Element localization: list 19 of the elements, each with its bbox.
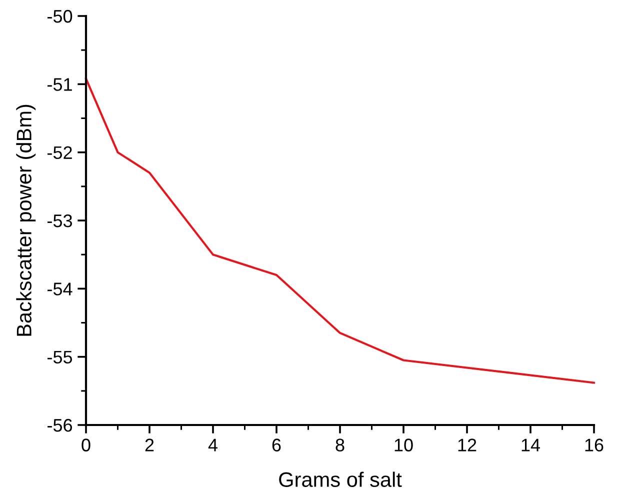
y-tick-label: -54 [48,282,72,296]
x-tick-label: 12 [458,438,476,452]
y-tick-label: -52 [48,146,72,160]
y-tick-label: -51 [48,78,72,91]
x-tick-label: 2 [145,438,154,452]
x-tick-label: 4 [208,438,218,452]
y-tick-label: -56 [48,418,72,432]
y-tick-label: -55 [48,350,72,364]
x-tick-label: 16 [585,438,604,452]
x-tick-label: 10 [394,438,413,452]
y-tick-label: -50 [48,10,72,23]
x-tick-label: 8 [336,438,344,452]
x-tick-label: 6 [272,438,281,452]
y-axis-title: Backscatter power (dBm) [16,104,36,336]
y-tick-label: -53 [48,214,72,228]
line-series [84,78,596,384]
x-axis-title: Grams of salt [279,472,402,487]
x-tick-label: 0 [82,438,90,452]
x-tick-label: 14 [522,438,540,452]
